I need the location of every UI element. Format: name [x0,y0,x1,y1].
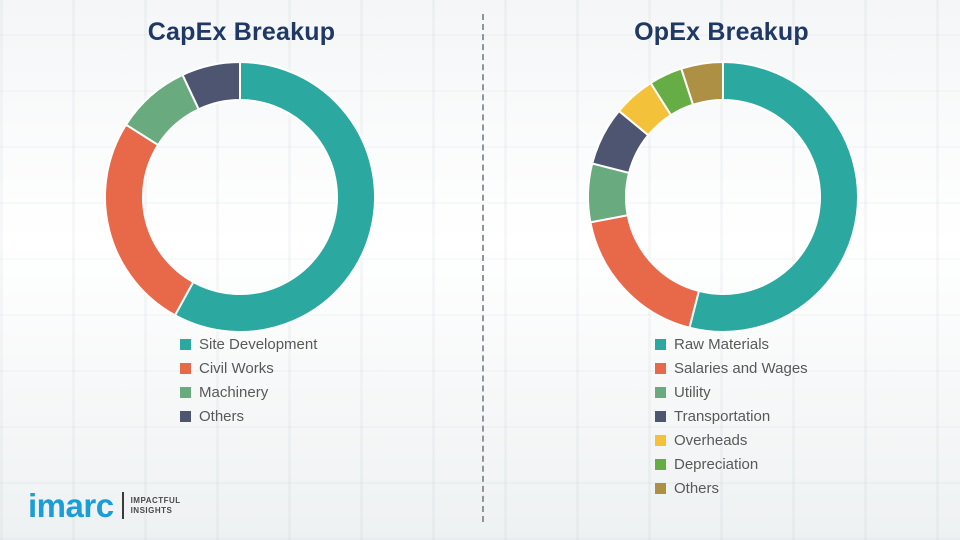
divider-line [482,14,484,522]
legend-label: Site Development [199,336,318,353]
legend-swatch [655,459,666,470]
legend-label: Overheads [674,432,748,449]
legend-item-others: Others [180,408,317,425]
legend-swatch [655,387,666,398]
logo-tagline: IMPACTFUL INSIGHTS [131,496,181,516]
imarc-logo: imarc IMPACTFUL INSIGHTS [28,489,181,522]
legend-label: Others [674,480,720,497]
legend-swatch [180,339,191,350]
legend-item-utility: Utility [655,384,808,401]
legend-item-site-development: Site Development [180,336,317,353]
donut-segment-salaries-and-wages [589,214,701,329]
capex-donut-chart [90,47,390,347]
legend-swatch [180,411,191,422]
legend-label: Salaries and Wages [674,360,808,377]
capex-legend: Site Development Civil Works Machinery Othe… [180,336,317,432]
legend-label: Utility [674,384,711,401]
donut-segment-others [181,60,241,111]
donut-segment-site-development [173,60,376,333]
legend-swatch [655,339,666,350]
legend-item-salaries-and-wages: Salaries and Wages [655,360,808,377]
legend-label: Others [199,408,245,425]
legend-swatch [180,363,191,374]
legend-label: Machinery [199,384,269,401]
legend-swatch [180,387,191,398]
logo-tagline-line2: INSIGHTS [130,505,173,515]
imarc-wordmark: imarc [28,487,114,524]
logo-tagline-line1: IMPACTFUL [130,495,181,505]
legend-item-depreciation: Depreciation [655,456,808,473]
legend-item-overheads: Overheads [655,432,808,449]
opex-donut-chart [573,47,873,347]
legend-label: Raw Materials [674,336,770,353]
donut-segment-others [680,60,724,107]
legend-item-machinery: Machinery [180,384,317,401]
legend-swatch [655,363,666,374]
legend-label: Depreciation [674,456,759,473]
capex-title: CapEx Breakup [147,18,336,46]
legend-swatch [655,483,666,494]
legend-item-raw-materials: Raw Materials [655,336,808,353]
legend-item-transportation: Transportation [655,408,808,425]
legend-item-others: Others [655,480,808,497]
legend-swatch [655,411,666,422]
donut-segment-civil-works [104,123,195,317]
legend-swatch [655,435,666,446]
donut-segment-raw-materials [688,60,859,333]
logo-divider-bar [121,492,124,519]
legend-label: Civil Works [199,360,274,377]
opex-title: OpEx Breakup [634,18,809,46]
legend-label: Transportation [674,408,771,425]
opex-legend: Raw Materials Salaries and Wages Utility Tr… [655,336,808,504]
legend-item-civil-works: Civil Works [180,360,317,377]
